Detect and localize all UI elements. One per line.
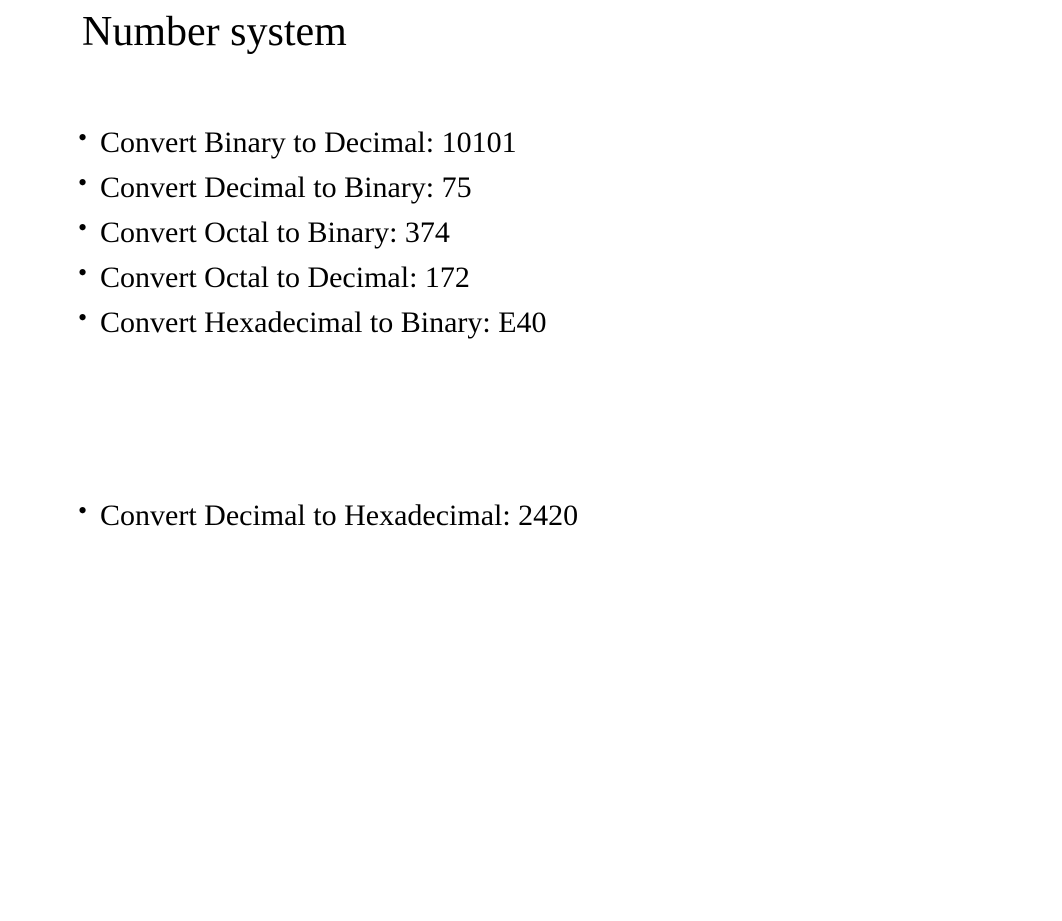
list-item: Convert Binary to Decimal: 10101 [82, 120, 1062, 165]
list-item: Convert Decimal to Hexadecimal: 2420 [82, 493, 1062, 538]
spacing-gap [82, 345, 1062, 493]
list-item: Convert Octal to Decimal: 172 [82, 255, 1062, 300]
list-item: Convert Octal to Binary: 374 [82, 210, 1062, 255]
conversion-list-2: Convert Decimal to Hexadecimal: 2420 [82, 493, 1062, 538]
list-item: Convert Hexadecimal to Binary: E40 [82, 300, 1062, 345]
conversion-list-1: Convert Binary to Decimal: 10101 Convert… [82, 120, 1062, 345]
list-item: Convert Decimal to Binary: 75 [82, 165, 1062, 210]
page-title: Number system [82, 8, 1062, 56]
